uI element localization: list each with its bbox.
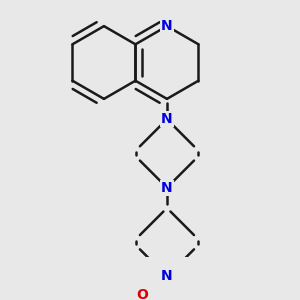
Text: N: N: [161, 112, 173, 126]
Text: N: N: [161, 269, 173, 284]
Text: N: N: [161, 181, 173, 195]
Text: O: O: [136, 288, 148, 300]
Text: N: N: [161, 19, 173, 33]
